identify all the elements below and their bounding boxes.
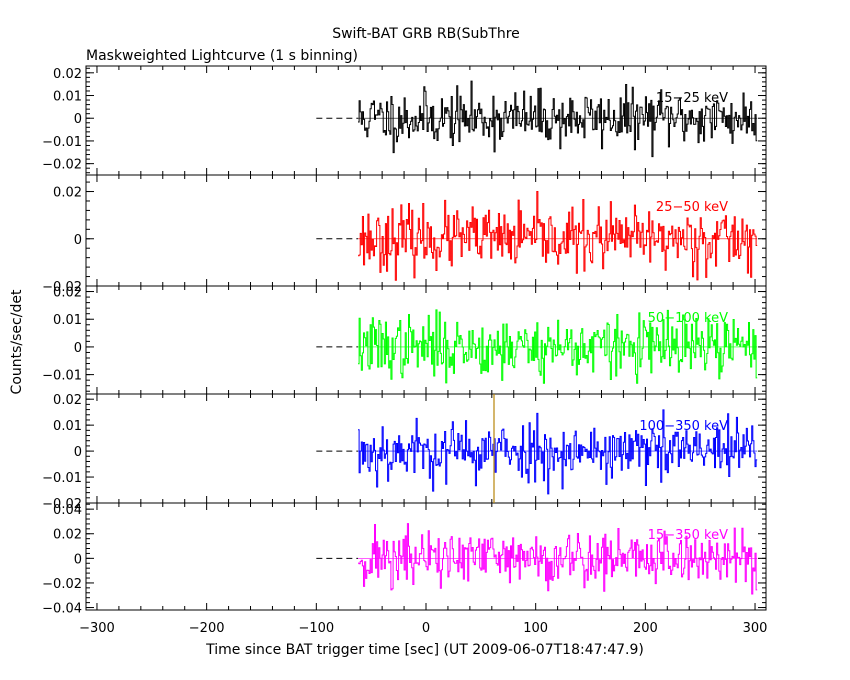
y-tick-label: 0.04 bbox=[53, 503, 82, 518]
y-tick-label: 0.02 bbox=[53, 393, 82, 408]
y-tick-label: 0 bbox=[74, 112, 82, 127]
band-label: 25−50 keV bbox=[656, 200, 728, 215]
x-axis-label: Time since BAT trigger time [sec] (UT 20… bbox=[205, 642, 644, 658]
lightcurve-series bbox=[358, 191, 758, 281]
y-axis-label: Counts/sec/det bbox=[9, 289, 25, 394]
chart-subtitle: Maskweighted Lightcurve (1 s binning) bbox=[86, 48, 358, 64]
band-label: 15−350 keV bbox=[648, 528, 728, 543]
y-tick-label: 0.02 bbox=[53, 286, 82, 301]
y-tick-label: −0.04 bbox=[42, 602, 82, 617]
x-tick-label: 100 bbox=[523, 621, 548, 636]
x-tick-label: 0 bbox=[422, 621, 430, 636]
x-tick-label: −100 bbox=[298, 621, 334, 636]
y-tick-label: 0 bbox=[74, 445, 82, 460]
band-label: 15−25 keV bbox=[656, 91, 728, 106]
y-tick-label: −0.02 bbox=[42, 280, 82, 295]
x-tick-label: 200 bbox=[633, 621, 658, 636]
y-tick-label: 0.02 bbox=[53, 186, 82, 201]
x-tick-label: 300 bbox=[743, 621, 768, 636]
lightcurve-series bbox=[358, 309, 758, 384]
panels-group: −0.02 −0.01 0 0.01 0.02 15−25 keV −0.02 0 0.02 25… bbox=[42, 65, 767, 617]
panel-5: −0.04 −0.02 0 0.02 0.04 15−350 keV bbox=[42, 502, 767, 617]
y-tick-label: 0.01 bbox=[53, 313, 82, 328]
lightcurve-series bbox=[358, 523, 758, 595]
y-tick-label: 0.01 bbox=[53, 90, 82, 105]
x-tick-label: −300 bbox=[79, 621, 115, 636]
y-tick-label: 0.02 bbox=[53, 67, 82, 82]
y-tick-label: 0 bbox=[74, 233, 82, 248]
x-tick-label: −200 bbox=[189, 621, 225, 636]
y-tick-label: −0.02 bbox=[42, 497, 82, 512]
y-tick-label: 0 bbox=[74, 341, 82, 356]
panel-4: −0.02 −0.01 0 0.01 0.02 100−350 keV bbox=[42, 393, 767, 512]
panel-1: −0.02 −0.01 0 0.01 0.02 15−25 keV bbox=[42, 65, 767, 176]
y-tick-label: −0.01 bbox=[42, 369, 82, 384]
lightcurve-series bbox=[358, 409, 758, 495]
band-label: 100−350 keV bbox=[639, 419, 728, 434]
y-tick-label: 0.02 bbox=[53, 528, 82, 543]
panel-3: −0.01 0 0.01 0.02 50−100 keV bbox=[42, 285, 767, 395]
x-tick-labels: −300 −200 −100 0 100 200 300 bbox=[79, 621, 767, 636]
y-tick-label: −0.02 bbox=[42, 158, 82, 173]
y-tick-label: −0.01 bbox=[42, 471, 82, 486]
y-tick-label: 0.01 bbox=[53, 419, 82, 434]
lightcurve-series bbox=[358, 80, 758, 158]
y-tick-label: −0.02 bbox=[42, 577, 82, 592]
chart-title: Swift-BAT GRB RB(SubThre bbox=[332, 26, 520, 42]
y-tick-label: 0 bbox=[74, 552, 82, 567]
panel-2: −0.02 0 0.02 25−50 keV bbox=[42, 174, 767, 295]
y-tick-label: −0.01 bbox=[42, 135, 82, 150]
band-label: 50−100 keV bbox=[648, 311, 728, 326]
